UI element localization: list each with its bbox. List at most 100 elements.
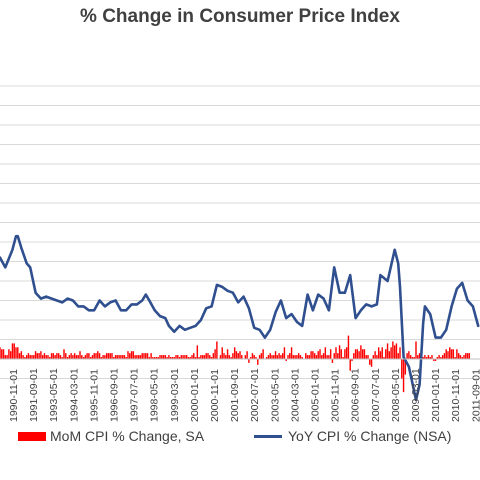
mom-bar	[379, 351, 382, 359]
mom-bar	[98, 353, 101, 359]
mom-bar	[369, 359, 371, 365]
mom-bar	[6, 355, 8, 359]
mom-bar	[226, 349, 229, 359]
mom-bar	[150, 353, 152, 359]
mom-bar	[392, 341, 394, 359]
mom-bar	[335, 347, 337, 359]
mom-bar	[342, 357, 344, 359]
mom-bar	[139, 355, 142, 359]
x-tick-label: 2010-01-01	[430, 368, 442, 422]
mom-bar	[468, 353, 471, 359]
mom-bar	[289, 353, 291, 359]
mom-bar	[402, 359, 405, 393]
mom-bar	[212, 353, 215, 359]
mom-bar	[417, 355, 419, 359]
mom-bar	[321, 355, 323, 359]
mom-bar	[385, 349, 387, 359]
mom-bar	[43, 353, 46, 359]
mom-bar	[271, 355, 273, 359]
mom-bar	[56, 353, 58, 359]
x-tick-labels: 1990-11-01 1991-09-01 1993-05-01 1994-03-01…	[8, 368, 480, 422]
mom-bar	[431, 355, 433, 359]
mom-bar	[205, 353, 207, 359]
mom-bar	[305, 353, 307, 359]
mom-bar	[88, 353, 90, 359]
mom-bar	[308, 355, 311, 359]
mom-bar	[374, 351, 376, 359]
gridlines	[0, 85, 480, 379]
mom-bar	[390, 347, 392, 359]
mom-bar	[177, 355, 179, 359]
mom-bar	[219, 355, 222, 359]
mom-bar	[454, 357, 456, 359]
x-tick-label: 2010-11-01	[450, 369, 462, 422]
x-tick-label: 2000-01-01	[189, 368, 201, 422]
mom-bar	[118, 355, 120, 359]
mom-bar	[456, 349, 458, 359]
mom-bar	[9, 351, 12, 359]
mom-bar	[214, 349, 216, 359]
mom-bar	[401, 359, 403, 379]
mom-bar	[276, 355, 279, 359]
mom-bar	[257, 359, 259, 365]
mom-bar	[0, 347, 1, 359]
mom-bar	[57, 353, 60, 359]
legend: MoM CPI % Change, SA YoY CPI % Change (N…	[0, 428, 480, 450]
mom-bar	[184, 355, 186, 359]
x-tick-label: 2007-07-01	[370, 368, 382, 422]
mom-bar	[191, 355, 193, 359]
x-tick-label: 2000-11-01	[209, 369, 221, 422]
mom-bar	[136, 355, 138, 359]
mom-bar	[281, 353, 284, 359]
mom-bar	[436, 357, 439, 359]
mom-bar	[388, 351, 391, 359]
mom-bar	[363, 349, 366, 359]
x-tick-label: 2011-09-01	[470, 369, 480, 422]
mom-bar	[198, 357, 200, 359]
mom-bars	[0, 335, 471, 393]
x-tick-label: 1997-07-01	[129, 368, 141, 422]
mom-bar	[129, 353, 131, 359]
mom-bar	[415, 341, 417, 359]
mom-bar	[127, 351, 129, 359]
mom-bar	[52, 353, 55, 359]
mom-bar	[381, 347, 383, 359]
mom-bar	[84, 355, 87, 359]
mom-bar	[331, 359, 334, 363]
mom-bar	[196, 345, 199, 359]
x-tick-label: 1996-09-01	[109, 368, 121, 422]
mom-bar	[283, 347, 286, 359]
mom-bar	[237, 353, 239, 359]
mom-bar	[130, 351, 133, 359]
x-tick-label: 2006-09-01	[350, 368, 362, 422]
mom-bar	[337, 353, 339, 359]
mom-bar	[86, 353, 88, 359]
mom-bar	[72, 355, 74, 359]
mom-bar	[168, 355, 170, 359]
mom-bar	[358, 351, 360, 359]
mom-bar	[425, 357, 428, 359]
mom-bar	[248, 359, 250, 363]
mom-bar	[441, 355, 444, 359]
mom-bar	[180, 355, 183, 359]
mom-bar	[354, 349, 357, 359]
mom-bar	[301, 357, 303, 359]
mom-bar	[159, 355, 161, 359]
mom-bar	[278, 353, 280, 359]
mom-bar	[377, 347, 380, 359]
mom-bar	[447, 351, 449, 359]
mom-bar	[216, 341, 218, 359]
mom-bar	[360, 345, 362, 359]
mom-bar	[290, 347, 293, 359]
mom-bar	[77, 355, 79, 359]
mom-bar	[209, 355, 211, 359]
mom-bar	[93, 353, 95, 359]
mom-bar	[422, 357, 424, 359]
mom-bar	[340, 349, 343, 359]
mom-bar	[148, 357, 151, 359]
mom-bar	[457, 353, 460, 359]
mom-bar	[434, 359, 437, 361]
mom-bar	[70, 353, 72, 359]
mom-bar	[459, 355, 462, 359]
mom-bar	[221, 347, 223, 359]
